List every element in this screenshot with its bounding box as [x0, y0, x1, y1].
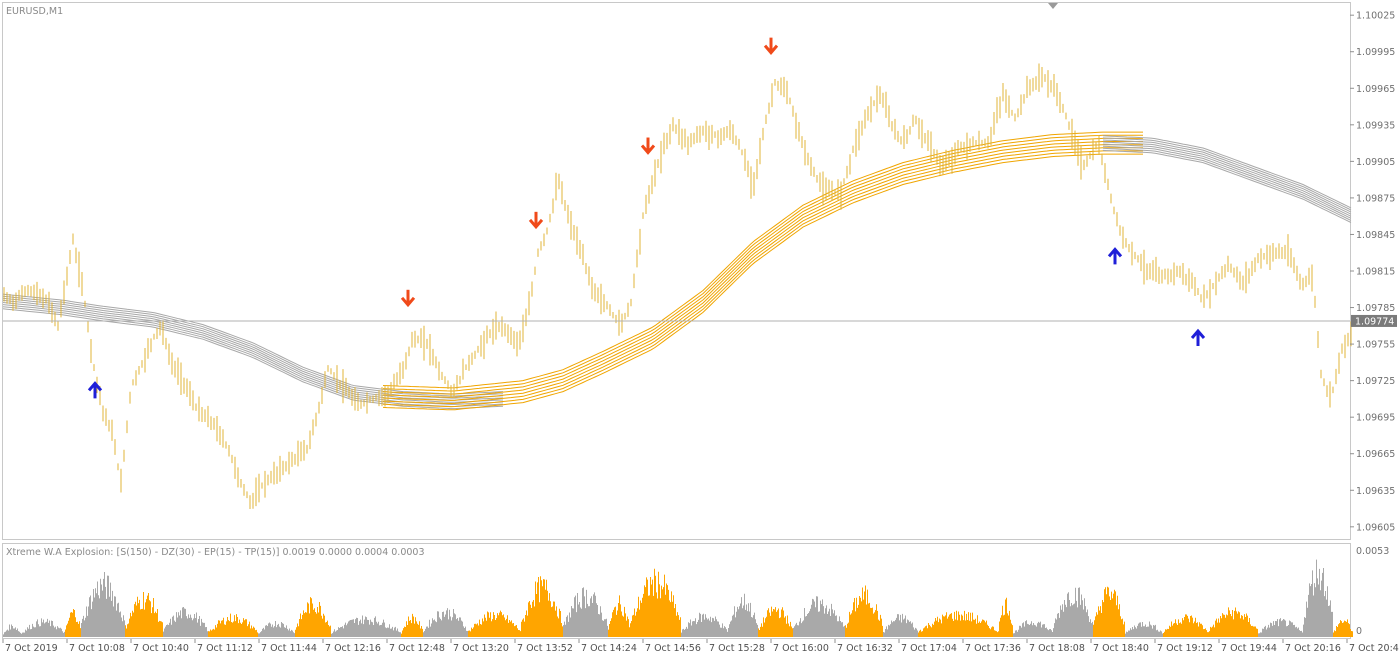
chart-shift-marker[interactable]: [1048, 3, 1058, 9]
current-price-label: 1.09774: [1355, 316, 1394, 327]
gray-ma-band-line: [2, 293, 504, 395]
gray-ma-band-line: [2, 295, 504, 397]
orange-ma-band-line: [382, 131, 1143, 389]
x-tick-label: 7 Oct 20:16: [1285, 643, 1341, 654]
x-tick-label: 7 Oct 12:16: [325, 643, 381, 654]
y-tick-label: 1.09965: [1356, 84, 1395, 95]
current-price-tag: [1351, 314, 1397, 327]
y-tick-label: 1.09875: [1356, 193, 1395, 204]
sell-arrow-icon: [400, 289, 416, 308]
y-tick-label: 1.09725: [1356, 376, 1395, 387]
x-tick-label: 7 Oct 11:44: [261, 643, 317, 654]
histogram-group: [3, 559, 1353, 637]
symbol-label: EURUSD,M1: [6, 6, 63, 17]
buy-arrow-icon: [1190, 328, 1206, 346]
y-tick-label: 1.09785: [1356, 303, 1395, 314]
gray-ma-band-line: [2, 302, 504, 403]
y-tick-label: 1.09755: [1356, 340, 1395, 351]
orange-ma-band-line: [382, 144, 1143, 401]
x-tick-label: 7 Oct 18:08: [1029, 643, 1085, 654]
indicator-ymax-label: 0.0053: [1356, 546, 1389, 557]
x-tick-label: 7 Oct 10:40: [133, 643, 189, 654]
orange-ma-band-line: [382, 150, 1143, 408]
sell-arrow-icon: [528, 211, 544, 230]
orange-ma-band-line: [382, 147, 1143, 405]
x-tick-label: 7 Oct 15:28: [709, 643, 765, 654]
gray-ma-band-right-line: [1102, 139, 1352, 213]
y-tick-label: 1.09905: [1356, 157, 1395, 168]
y-tick-label: 1.09845: [1356, 230, 1395, 241]
gray-ma-band-right-line: [1102, 147, 1352, 221]
signal-arrows-group: [87, 37, 1206, 399]
x-tick-label: 7 Oct 2019: [5, 643, 58, 654]
gray-ma-band-right-line: [1102, 143, 1352, 217]
y-tick-label: 1.10025: [1356, 11, 1395, 22]
gray-ma-band-right-line: [1102, 137, 1352, 211]
arrow-head: [1107, 247, 1123, 258]
x-tick-label: 7 Oct 13:52: [517, 643, 573, 654]
indicator-ymin-label: 0: [1356, 626, 1362, 637]
y-tick-label: 1.09635: [1356, 486, 1395, 497]
gray-ma-band-right-line: [1102, 135, 1352, 209]
x-tick-label: 7 Oct 10:08: [69, 643, 125, 654]
y-tick-label: 1.09605: [1356, 522, 1395, 533]
gray-ma-band-line: [2, 299, 504, 401]
gray-ma-band-line: [2, 308, 504, 410]
y-tick-label: 1.09665: [1356, 449, 1395, 460]
buy-arrow-icon: [1107, 247, 1123, 265]
arrow-head: [1190, 328, 1206, 339]
y-tick-label: 1.09815: [1356, 267, 1395, 278]
axes-group: 1.10025 1.09995 1.09965 1.09935 1.09905 1.098…: [2, 11, 1399, 654]
x-tick-label: 7 Oct 13:20: [453, 643, 509, 654]
sell-arrow-icon: [640, 137, 656, 155]
arrow-head: [763, 44, 779, 55]
buy-arrow-icon: [87, 381, 103, 399]
orange-ma-band-line: [382, 137, 1143, 395]
x-tick-label: 7 Oct 14:24: [581, 643, 637, 654]
gray-ma-band-right-line: [1102, 145, 1352, 219]
ma-band-group: [2, 131, 1352, 411]
x-tick-label: 7 Oct 17:04: [901, 643, 957, 654]
x-tick-label: 7 Oct 11:12: [197, 643, 253, 654]
x-tick-label: 7 Oct 16:00: [773, 643, 829, 654]
x-tick-label: 7 Oct 16:32: [837, 643, 893, 654]
x-tick-label: 7 Oct 18:40: [1093, 643, 1149, 654]
gray-ma-band-right-line: [1102, 141, 1352, 215]
orange-ma-band-line: [382, 141, 1143, 398]
y-tick-label: 1.09995: [1356, 47, 1395, 58]
indicator-label: Xtreme W.A Explosion: [S(150) - DZ(30) -…: [6, 547, 425, 558]
x-tick-label: 7 Oct 14:56: [645, 643, 701, 654]
x-tick-label: 7 Oct 19:12: [1157, 643, 1213, 654]
main-plot-frame: [2, 2, 1351, 540]
arrow-head: [87, 381, 103, 392]
price-bars-group: [3, 63, 1352, 509]
orange-ma-band-line: [382, 153, 1143, 411]
arrow-head: [640, 144, 656, 155]
y-tick-label: 1.09935: [1356, 120, 1395, 131]
arrow-head: [400, 296, 416, 308]
x-tick-label: 7 Oct 20:48: [1349, 643, 1399, 654]
orange-ma-band-line: [382, 134, 1143, 392]
gray-ma-band-right-line: [1102, 149, 1352, 223]
arrow-head: [528, 218, 544, 230]
sell-arrow-icon: [763, 37, 779, 55]
y-tick-label: 1.09695: [1356, 413, 1395, 424]
gray-ma-band-line: [2, 306, 504, 407]
x-tick-label: 7 Oct 12:48: [389, 643, 445, 654]
x-tick-label: 7 Oct 17:36: [965, 643, 1021, 654]
x-tick-label: 7 Oct 19:44: [1221, 643, 1277, 654]
